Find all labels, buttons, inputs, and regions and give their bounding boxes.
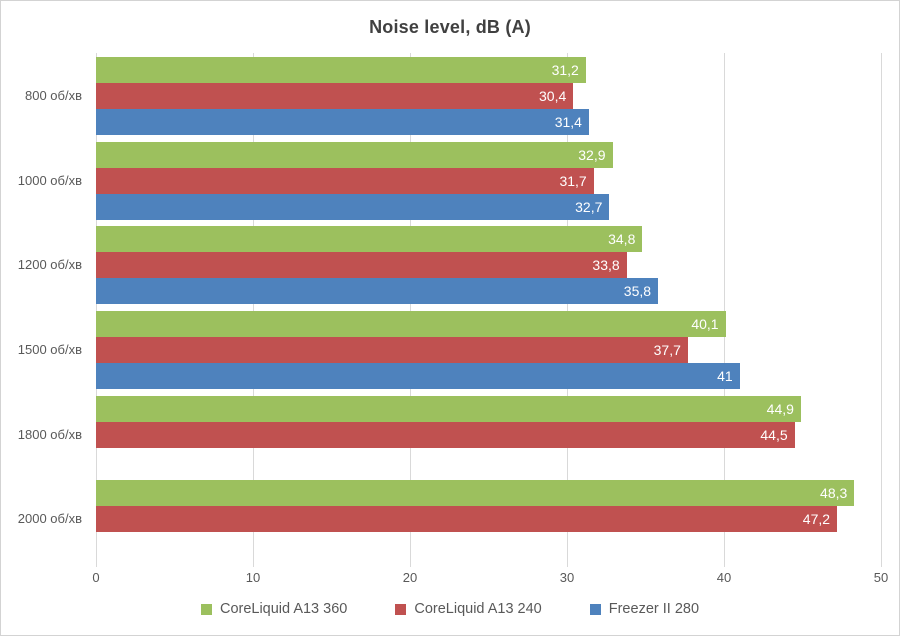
- legend-item-coreliquid-a13-360: CoreLiquid A13 360: [200, 601, 348, 617]
- legend-swatch-blue-icon: [589, 603, 601, 615]
- gridline-30: [567, 53, 568, 567]
- bar-coreliquid-a13-240-1800rpm: 44,5: [96, 421, 795, 448]
- y-axis-category-labels: 800 об/хв 1000 об/хв 1200 об/хв 1500 об/…: [1, 53, 96, 561]
- bar-group-1500rpm: 40,1 37,7 41: [96, 307, 881, 392]
- bar-value-label: 31,7: [559, 172, 587, 189]
- legend-label-coreliquid-a13-360: CoreLiquid A13 360: [219, 601, 348, 617]
- bar-coreliquid-a13-360-1000rpm: 32,9: [96, 141, 613, 168]
- bar-value-label: 34,8: [608, 231, 636, 248]
- bar-coreliquid-a13-360-1200rpm: 34,8: [96, 226, 643, 253]
- bar-value-label: 48,3: [820, 485, 848, 502]
- legend-swatch-red-icon: [395, 603, 407, 615]
- bar-value-label: 31,4: [554, 114, 582, 130]
- gridline-0: [96, 53, 97, 567]
- gridline-10: [253, 53, 254, 567]
- legend-item-coreliquid-a13-240: CoreLiquid A13 240: [395, 601, 542, 617]
- bar-coreliquid-a13-360-1800rpm: 44,9: [96, 395, 801, 422]
- legend-label-freezer-ii-280: Freezer II 280: [608, 601, 700, 617]
- x-tick-20: 20: [402, 570, 418, 585]
- bar-coreliquid-a13-240-1500rpm: 37,7: [96, 337, 688, 364]
- bar-group-1800rpm: 44,9 44,5: [96, 392, 881, 477]
- gridline-50: [881, 53, 882, 567]
- bar-value-label: 32,7: [575, 198, 603, 215]
- bar-value-label: 32,9: [578, 146, 606, 163]
- bar-group-1200rpm: 34,8 33,8 35,8: [96, 222, 881, 307]
- x-axis-spacer: [1, 561, 96, 589]
- bar-value-label: 41: [717, 368, 733, 385]
- y-label-800rpm: 800 об/хв: [25, 87, 82, 103]
- bar-coreliquid-a13-240-800rpm: 30,4: [96, 83, 574, 109]
- bar-coreliquid-a13-360-2000rpm: 48,3: [96, 480, 855, 507]
- bar-value-label: 40,1: [691, 316, 719, 333]
- x-tick-40: 40: [716, 570, 732, 585]
- bar-freezer-ii-280-800rpm: 31,4: [96, 109, 589, 135]
- y-label-1200rpm: 1200 об/хв: [17, 257, 82, 273]
- legend-item-freezer-ii-280: Freezer II 280: [589, 601, 700, 617]
- bar-group-2000rpm: 48,3 47,2: [96, 476, 881, 561]
- chart-title: Noise level, dB (A): [369, 16, 531, 37]
- bar-value-label: 31,2: [551, 62, 579, 78]
- x-axis: 0 10 20 30 40 50: [1, 561, 899, 589]
- bar-value-label: 44,9: [766, 400, 794, 417]
- bar-groups: 31,2 30,4 31,4 32,9 31,7: [96, 53, 881, 561]
- y-label-1500rpm: 1500 об/хв: [17, 341, 82, 357]
- bar-freezer-ii-280-1000rpm: 32,7: [96, 193, 610, 220]
- bar-value-label: 30,4: [539, 88, 567, 104]
- bar-value-label: 37,7: [653, 342, 681, 359]
- bar-coreliquid-a13-240-1200rpm: 33,8: [96, 252, 627, 279]
- bar-value-label: 44,5: [760, 426, 788, 443]
- bar-value-label: 35,8: [623, 283, 652, 300]
- bar-group-800rpm: 31,2 30,4 31,4: [96, 53, 881, 138]
- bar-freezer-ii-280-1200rpm: 35,8: [96, 278, 659, 305]
- x-axis-tick-labels: 0 10 20 30 40 50: [92, 561, 888, 589]
- bar-freezer-ii-280-1500rpm: 41: [96, 363, 740, 390]
- gridline-20: [410, 53, 411, 567]
- bar-value-label: 33,8: [592, 257, 620, 274]
- x-tick-30: 30: [559, 570, 575, 585]
- x-tick-10: 10: [245, 570, 261, 585]
- legend-swatch-green-icon: [200, 603, 212, 615]
- x-tick-50: 50: [873, 570, 889, 585]
- bar-coreliquid-a13-360-1500rpm: 40,1: [96, 311, 726, 338]
- plot-row: 800 об/хв 1000 об/хв 1200 об/хв 1500 об/…: [1, 53, 899, 567]
- bar-group-1000rpm: 32,9 31,7 32,7: [96, 138, 881, 223]
- legend-label-coreliquid-a13-240: CoreLiquid A13 240: [414, 601, 542, 617]
- legend: CoreLiquid A13 360 CoreLiquid A13 240 Fr…: [1, 601, 899, 617]
- x-tick-0: 0: [92, 570, 100, 585]
- y-label-2000rpm: 2000 об/хв: [17, 511, 82, 527]
- plot-area: 31,2 30,4 31,4 32,9 31,7: [96, 53, 882, 567]
- bar-coreliquid-a13-240-1000rpm: 31,7: [96, 167, 594, 194]
- bar-coreliquid-a13-240-2000rpm: 47,2: [96, 506, 838, 533]
- bar-coreliquid-a13-360-800rpm: 31,2: [96, 57, 586, 83]
- bar-value-label: 47,2: [802, 511, 831, 528]
- gridline-40: [724, 53, 725, 567]
- y-label-1000rpm: 1000 об/хв: [17, 172, 82, 188]
- y-label-1800rpm: 1800 об/хв: [17, 426, 82, 442]
